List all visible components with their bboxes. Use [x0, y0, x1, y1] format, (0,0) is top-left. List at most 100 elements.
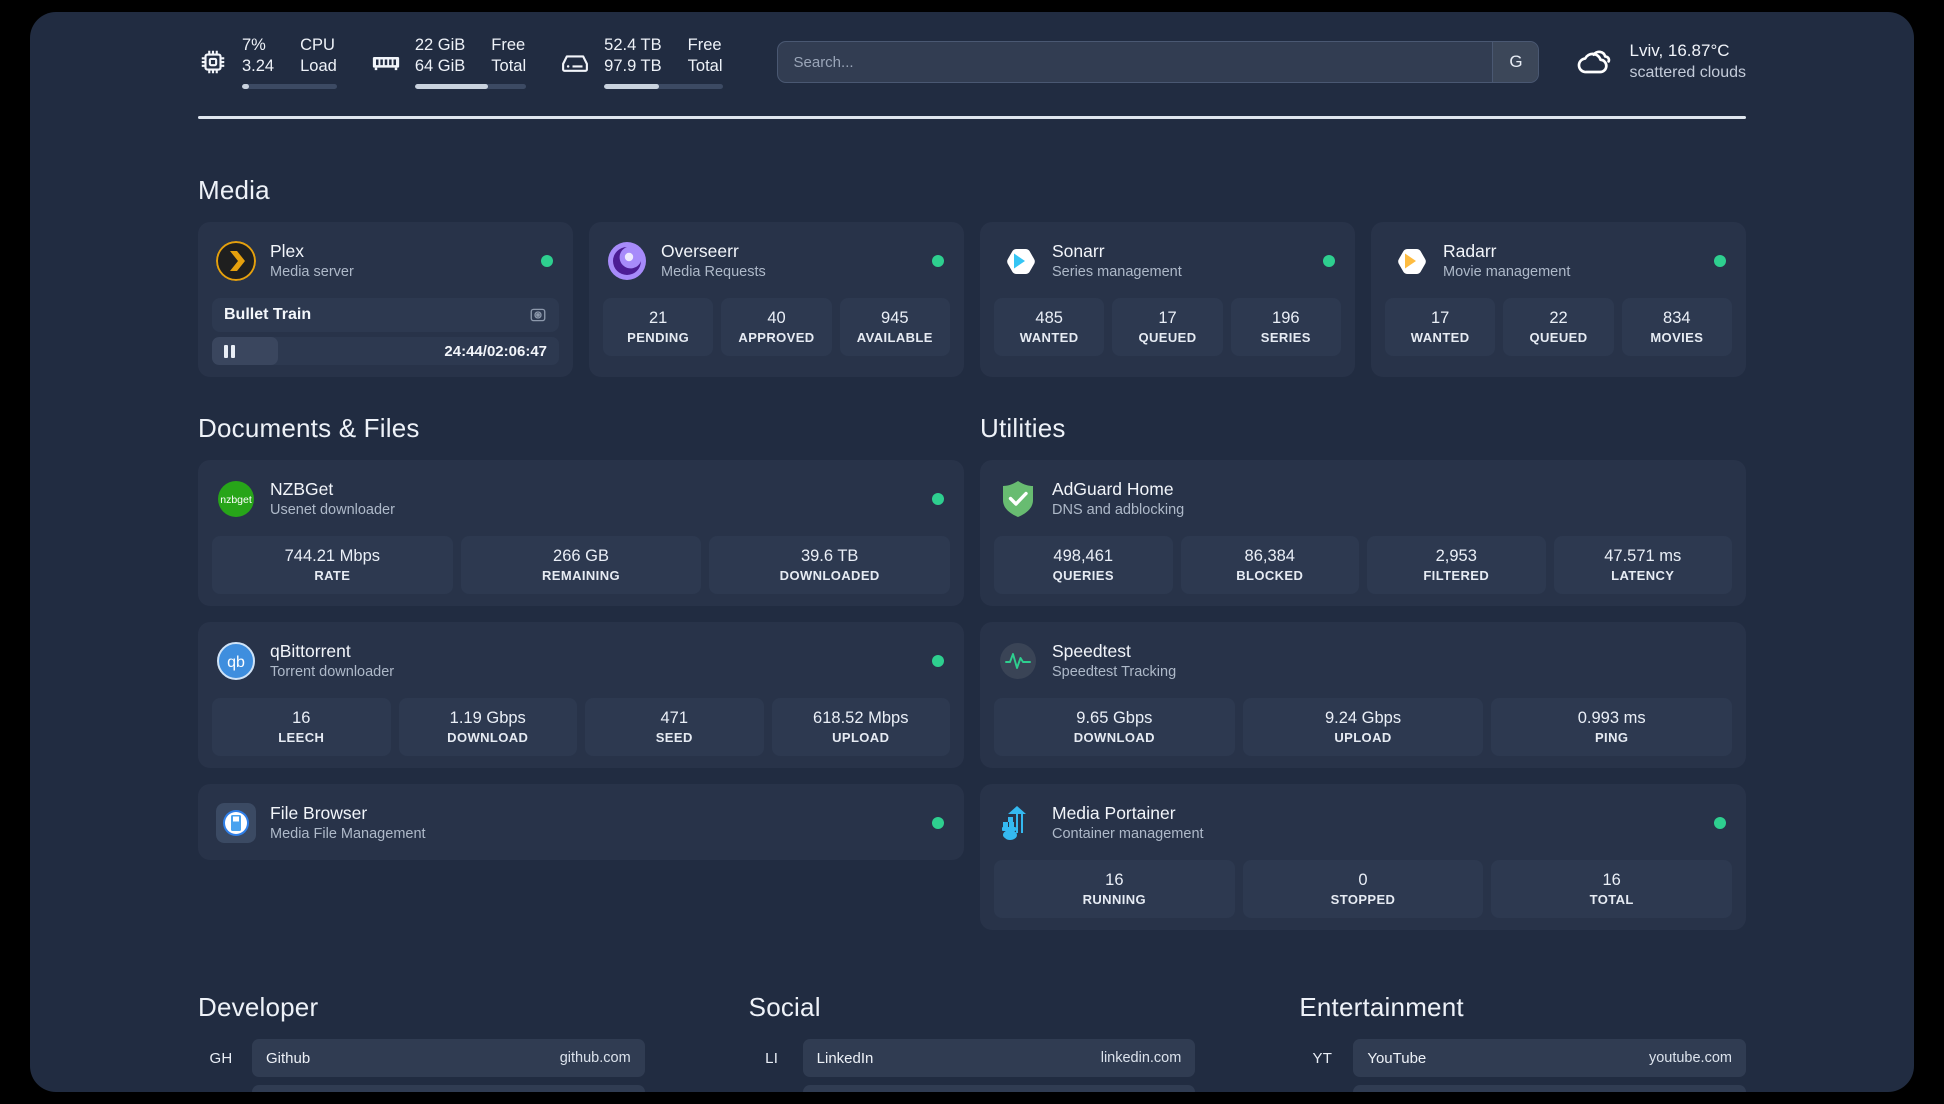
stat-label: PENDING: [627, 330, 690, 345]
memory-total-value: 64 GiB: [414, 57, 466, 75]
stat-item: 2,953 FILTERED: [1367, 536, 1546, 594]
card-subtitle: Speedtest Tracking: [1052, 664, 1177, 680]
stat-item: 16 RUNNING: [994, 860, 1235, 918]
service-card-adguard-home[interactable]: AdGuard Home DNS and adblocking 498,461 …: [980, 460, 1746, 606]
pause-icon[interactable]: [224, 344, 235, 358]
search-bar[interactable]: G: [776, 41, 1540, 83]
card-title: AdGuard Home: [1052, 479, 1174, 499]
service-card-radarr[interactable]: Radarr Movie management 17 WANTED 22 QUE…: [1371, 222, 1746, 377]
stat-value: 17: [1158, 309, 1177, 327]
stat-value: 47.571 ms: [1604, 547, 1682, 565]
stat-value: 21: [648, 309, 668, 327]
bookmark-link[interactable]: Netflix netflix.com: [1353, 1085, 1746, 1092]
bookmark-item[interactable]: NF Netflix netflix.com: [1299, 1085, 1746, 1092]
service-card-overseerr[interactable]: Overseerr Media Requests 21 PENDING 40 A…: [589, 222, 964, 377]
card-header: Plex Media server: [212, 236, 559, 286]
stat-label: PING: [1594, 730, 1629, 745]
playback-duration: 02:06:47: [486, 342, 547, 360]
card-subtitle: Container management: [1052, 826, 1204, 842]
stat-value: 498,461: [1053, 547, 1114, 565]
cpu-usage-value: 7%: [242, 36, 266, 54]
bookmark-link[interactable]: LinkedIn linkedin.com: [802, 1039, 1196, 1077]
bookmark-group-entertainment: Entertainment YT YouTube youtube.com NF …: [1299, 992, 1746, 1092]
nzbget-logo: nzbget: [216, 479, 256, 519]
stat-value: 16: [292, 709, 311, 727]
service-card-qbittorrent[interactable]: qb qBittorrent Torrent downloader 16 LEE…: [198, 622, 964, 768]
search-engine-button[interactable]: G: [1492, 42, 1539, 82]
cpu-label-top: CPU: [300, 36, 335, 54]
card-header: Media Portainer Container management: [994, 798, 1732, 848]
bookmark-abbr: SO: [198, 1085, 244, 1092]
plex-logo: [216, 241, 256, 281]
stat-label: MOVIES: [1650, 330, 1704, 345]
card-subtitle: Movie management: [1443, 264, 1571, 280]
stat-value: 196: [1272, 309, 1300, 327]
bookmark-name: Github: [266, 1049, 311, 1067]
stat-label: DOWNLOAD: [1073, 730, 1155, 745]
card-header: Speedtest Speedtest Tracking: [994, 636, 1732, 686]
stat-value: 86,384: [1244, 547, 1295, 565]
stat-label: TOTAL: [1589, 892, 1634, 907]
stat-label: AVAILABLE: [856, 330, 933, 345]
card-subtitle: Media File Management: [270, 826, 426, 842]
stat-item: 17 WANTED: [1385, 298, 1496, 356]
service-card-media-portainer[interactable]: Media Portainer Container management 16 …: [980, 784, 1746, 930]
service-card-speedtest[interactable]: Speedtest Speedtest Tracking 9.65 Gbps D…: [980, 622, 1746, 768]
service-card-file-browser[interactable]: File Browser Media File Management: [198, 784, 964, 860]
stat-item: 945 AVAILABLE: [839, 298, 950, 356]
card-title: Overseerr: [661, 241, 739, 261]
memory-label-top: Free: [491, 36, 526, 54]
section-media: Media Plex Media server: [198, 175, 1746, 377]
stat-value: 834: [1663, 309, 1691, 327]
stat-item: 618.52 Mbps UPLOAD: [771, 698, 950, 756]
card-header: qb qBittorrent Torrent downloader: [212, 636, 950, 686]
card-subtitle: Series management: [1052, 264, 1182, 280]
service-card-sonarr[interactable]: Sonarr Series management 485 WANTED 17 Q…: [980, 222, 1355, 377]
stat-label: RUNNING: [1082, 892, 1147, 907]
section-title-media: Media: [198, 175, 270, 205]
bookmark-link[interactable]: Twitter twitter.com: [802, 1085, 1196, 1092]
cast-icon[interactable]: [529, 306, 547, 324]
stat-item: 0 STOPPED: [1242, 860, 1484, 918]
search-input[interactable]: [777, 42, 1493, 82]
bookmark-link[interactable]: YouTube youtube.com: [1353, 1039, 1746, 1077]
bookmark-group-developer: Developer GH Github github.com SO StackO…: [198, 992, 645, 1092]
disk-usage-bar: [604, 84, 723, 89]
stat-value: 744.21 Mbps: [284, 547, 381, 565]
card-header: File Browser Media File Management: [212, 798, 950, 848]
status-badge: [932, 255, 944, 267]
bookmark-item[interactable]: LI LinkedIn linkedin.com: [749, 1039, 1196, 1077]
card-stats: 17 WANTED 22 QUEUED 834 MOVIES: [1385, 298, 1732, 356]
bookmark-abbr: YT: [1312, 1049, 1333, 1067]
bookmark-link[interactable]: Github github.com: [252, 1039, 645, 1077]
bookmarks-area: Developer GH Github github.com SO StackO…: [198, 992, 1746, 1092]
bookmark-group-title: Entertainment: [1299, 992, 1464, 1022]
stat-value: 2,953: [1435, 547, 1477, 565]
stat-item: 0.993 ms PING: [1491, 698, 1733, 756]
disk-label-bottom: Total: [687, 57, 723, 75]
bookmark-link[interactable]: StackOverflow stackoverflow.com: [252, 1085, 645, 1092]
header-divider: [198, 116, 1746, 119]
bookmark-url: youtube.com: [1648, 1050, 1732, 1066]
svg-text:nzbget: nzbget: [220, 494, 252, 506]
cpu-resource-widget: 7% 3.24 CPU Load: [198, 35, 337, 89]
playback-progress-bar[interactable]: 24:44/02:06:47: [212, 337, 559, 365]
bookmark-item[interactable]: YT YouTube youtube.com: [1299, 1039, 1746, 1077]
bookmark-item[interactable]: SO StackOverflow stackoverflow.com: [198, 1085, 645, 1092]
bookmark-item[interactable]: TW Twitter twitter.com: [749, 1085, 1196, 1092]
section-title-utilities: Utilities: [980, 413, 1066, 443]
service-card-nzbget[interactable]: nzbget NZBGet Usenet downloader 744.21 M…: [198, 460, 964, 606]
stat-label: DOWNLOAD: [447, 730, 529, 745]
bookmark-item[interactable]: GH Github github.com: [198, 1039, 645, 1077]
section-utilities: Utilities AdGuard Home DNS and adblocki: [980, 413, 1746, 930]
stat-label: REMAINING: [542, 568, 620, 583]
status-badge: [932, 493, 944, 505]
status-badge: [541, 255, 553, 267]
card-stats: 498,461 QUERIES 86,384 BLOCKED 2,953 FIL…: [994, 536, 1732, 594]
media-card-grid: Plex Media server Bullet Train: [198, 222, 1746, 377]
card-stats: 21 PENDING 40 APPROVED 945 AVAILABLE: [603, 298, 950, 356]
service-card-plex[interactable]: Plex Media server Bullet Train: [198, 222, 573, 377]
stat-item: 196 SERIES: [1230, 298, 1341, 356]
bookmark-url: linkedin.com: [1100, 1050, 1182, 1066]
card-header: Sonarr Series management: [994, 236, 1341, 286]
